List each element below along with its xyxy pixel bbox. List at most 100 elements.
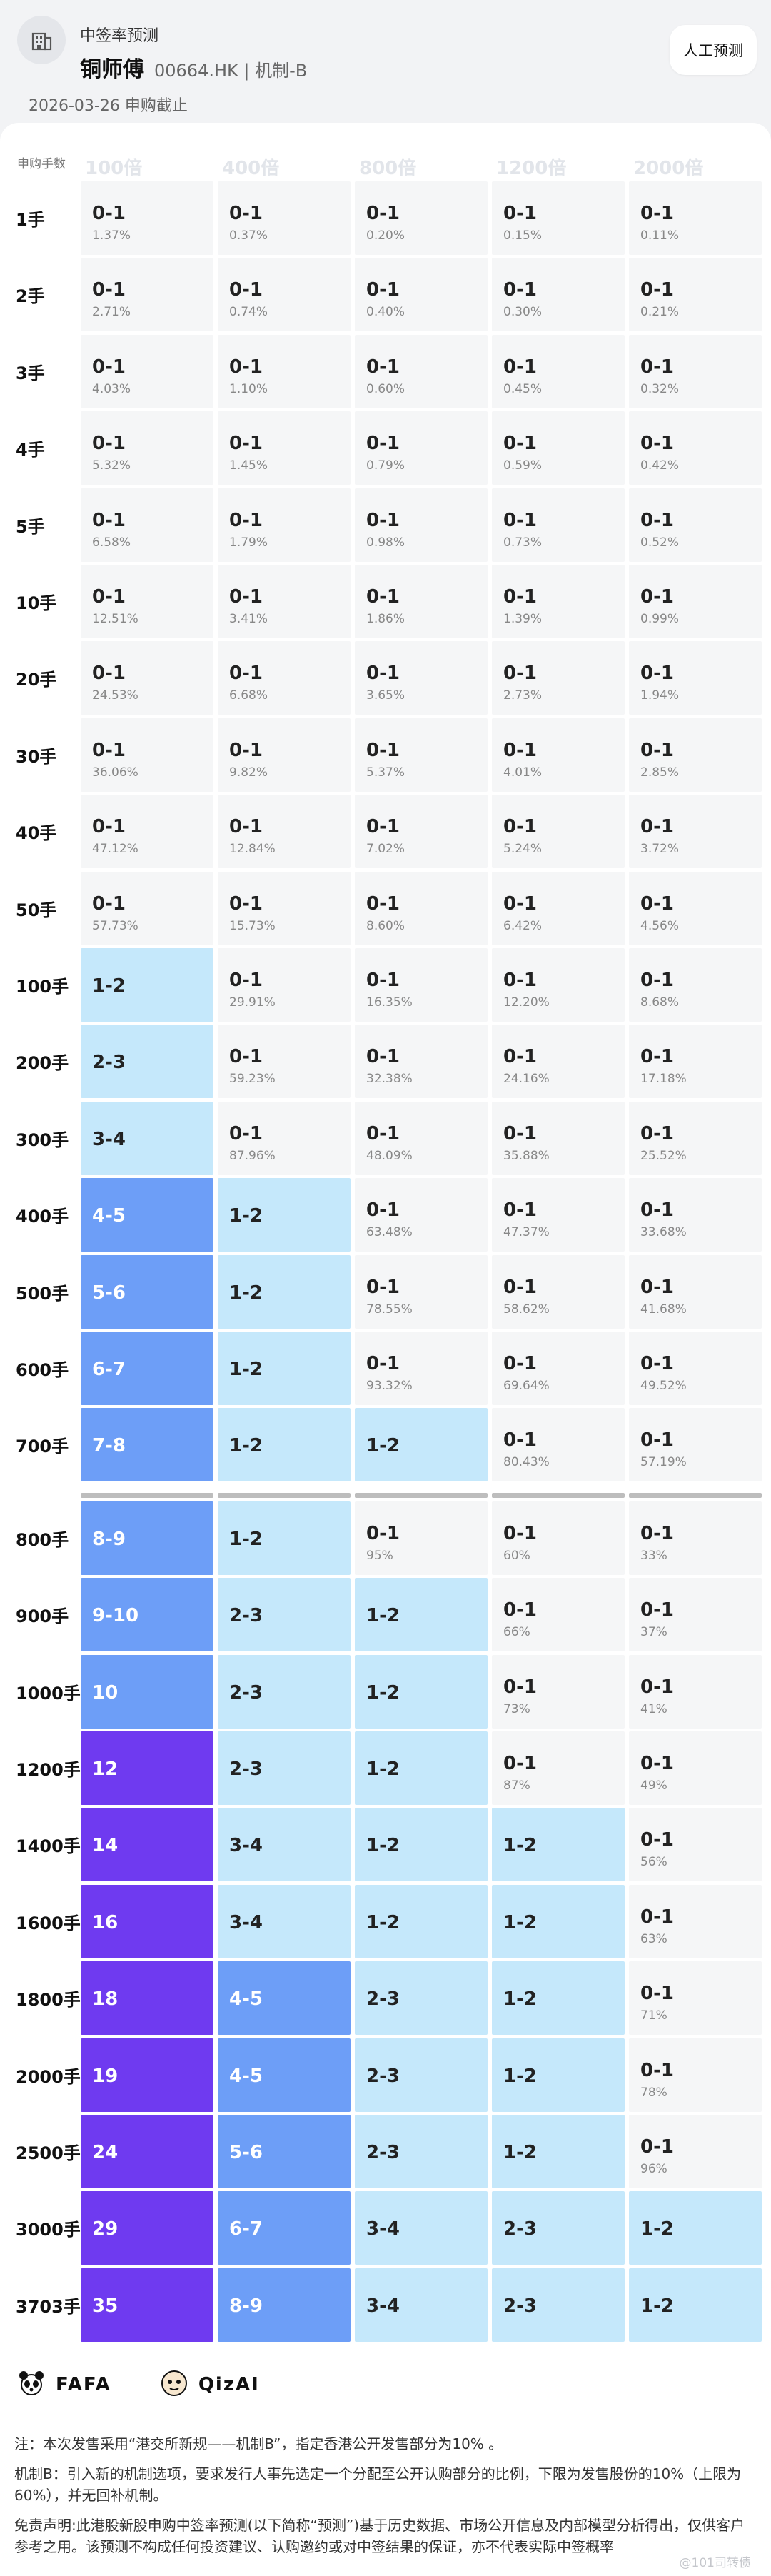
row-label: 2手 [16, 286, 45, 307]
allotment-range: 0-1 [229, 279, 263, 301]
allotment-range: 1-2 [366, 1835, 400, 1857]
table-cell: 1-2 [355, 1731, 488, 1805]
allotment-range: 4-5 [229, 1988, 263, 2011]
allotment-range: 0-1 [366, 970, 400, 991]
probability: 93.32% [366, 1379, 413, 1393]
allotment-range: 5-6 [229, 2142, 263, 2163]
corner-label: 申购手数 [17, 157, 66, 171]
manual-predict-button[interactable]: 人工预测 [670, 25, 757, 75]
table-cell: 0-1 16.35% [355, 948, 488, 1022]
allotment-range: 0-1 [640, 1199, 674, 1222]
table-cell: 0-1 0.45% [492, 334, 625, 408]
allotment-range: 0-1 [503, 279, 537, 301]
probability: 4.03% [92, 381, 131, 396]
row-label: 400手 [16, 1207, 69, 1227]
table-cell: 0-1 8.60% [355, 871, 488, 945]
row-label: 5手 [16, 516, 45, 537]
table-cell: 0-1 0.11% [629, 181, 762, 255]
allotment-range: 8-9 [92, 1528, 126, 1550]
table-cell: 0-1 2.85% [629, 718, 762, 792]
allotment-range: 0-1 [366, 1199, 400, 1222]
allotment-range: 2-3 [229, 1759, 263, 1780]
row-label: 3000手 [16, 2220, 81, 2240]
table-cell: 2-3 [355, 2038, 488, 2112]
probability: 0.59% [503, 458, 543, 473]
probability: 56% [640, 1855, 667, 1870]
allotment-range: 1-2 [503, 2142, 537, 2163]
row-label: 200手 [16, 1053, 69, 1074]
table-cell: 0-1 35.88% [492, 1101, 625, 1175]
probability: 60% [503, 1548, 530, 1563]
table-cell: 2-3 [218, 1731, 351, 1805]
probability: 0.11% [640, 228, 680, 243]
allotment-range: 0-1 [503, 739, 537, 761]
allotment-range: 0-1 [92, 279, 126, 301]
page-label: 中签率预测 [80, 27, 159, 45]
table-cell: 0-1 1.37% [81, 181, 213, 255]
allotment-range: 0-1 [366, 586, 400, 608]
probability: 96% [640, 2162, 667, 2176]
allotment-range: 2-3 [229, 1681, 263, 1704]
table-cell: 1-2 [218, 1178, 351, 1252]
probability: 2.85% [640, 765, 680, 780]
probability: 0.21% [640, 305, 680, 320]
allotment-range: 0-1 [366, 1276, 400, 1298]
probability: 9.82% [229, 765, 268, 780]
row-label: 1800手 [16, 1990, 81, 2011]
allotment-range: 0-1 [366, 279, 400, 301]
table-cell: 0-1 1.39% [492, 565, 625, 638]
table-cell: 1-2 [492, 1808, 625, 1882]
probability: 5.37% [366, 765, 405, 780]
allotment-range: 0-1 [640, 2059, 674, 2081]
page-header: 中签率预测 铜师傅 00664.HK | 机制-B 2026-03-26 申购截… [0, 0, 771, 118]
table-cell: 0-1 4.01% [492, 718, 625, 792]
table-cell: 1-2 [81, 948, 213, 1022]
allotment-range: 1-2 [503, 2065, 537, 2087]
table-cell: 0-1 5.32% [81, 411, 213, 485]
probability: 12.20% [503, 995, 550, 1010]
table-cell: 8-9 [218, 2268, 351, 2342]
allotment-range: 0-1 [640, 356, 674, 378]
probability: 78.55% [366, 1302, 413, 1317]
allotment-range: 3-4 [366, 2218, 400, 2240]
allotment-range: 0-1 [640, 1276, 674, 1298]
probability: 0.98% [366, 535, 405, 550]
table-cell: 0-1 33.68% [629, 1178, 762, 1252]
probability: 0.73% [503, 535, 543, 550]
allotment-range: 0-1 [92, 509, 126, 531]
table-cell: 24 [81, 2115, 213, 2188]
table-cell: 0-1 87% [492, 1731, 625, 1805]
table-cell: 6-7 [218, 2191, 351, 2265]
probability: 37% [640, 1625, 667, 1640]
probability: 49.52% [640, 1379, 687, 1393]
table-cell: 0-1 0.40% [355, 258, 488, 332]
allotment-range: 0-1 [366, 433, 400, 455]
table-cell: 0-1 1.45% [218, 411, 351, 485]
table-cell: 2-3 [81, 1025, 213, 1099]
note-disclaimer: 免责声明:此港股新股申购中签率预测(以下简称“预测”)基于历史数据、市场公开信息… [14, 2517, 745, 2555]
note-mechanism-b: 机制B：引入新的机制选项，要求发行人事先选定一个分配至公开认购部分的比例，下限为… [14, 2465, 742, 2504]
row-label: 50手 [16, 900, 57, 920]
allotment-range: 0-1 [229, 433, 263, 455]
table-cell: 0-1 0.37% [218, 181, 351, 255]
allotment-range: 0-1 [503, 663, 537, 685]
table-cell: 0-1 2.71% [81, 258, 213, 332]
table-cell: 7-8 [81, 1408, 213, 1482]
table-cell: 0-1 6.42% [492, 871, 625, 945]
table-cell: 3-4 [81, 1101, 213, 1175]
probability: 87% [503, 1778, 530, 1793]
building-icon [17, 16, 66, 64]
table-cell: 0-1 48.09% [355, 1101, 488, 1175]
probability: 0.32% [640, 381, 680, 396]
table-cell: 19 [81, 2038, 213, 2112]
probability: 80.43% [503, 1455, 550, 1470]
allotment-range: 0-1 [366, 1353, 400, 1374]
table-cell: 0-1 63.48% [355, 1178, 488, 1252]
probability: 8.68% [640, 995, 680, 1010]
table-cell: 1-2 [355, 1884, 488, 1958]
probability: 6.58% [92, 535, 131, 550]
probability: 0.40% [366, 305, 405, 320]
table-cell: 0-1 32.38% [355, 1025, 488, 1099]
column-header: 800倍 [359, 158, 417, 179]
probability: 1.79% [229, 535, 268, 550]
